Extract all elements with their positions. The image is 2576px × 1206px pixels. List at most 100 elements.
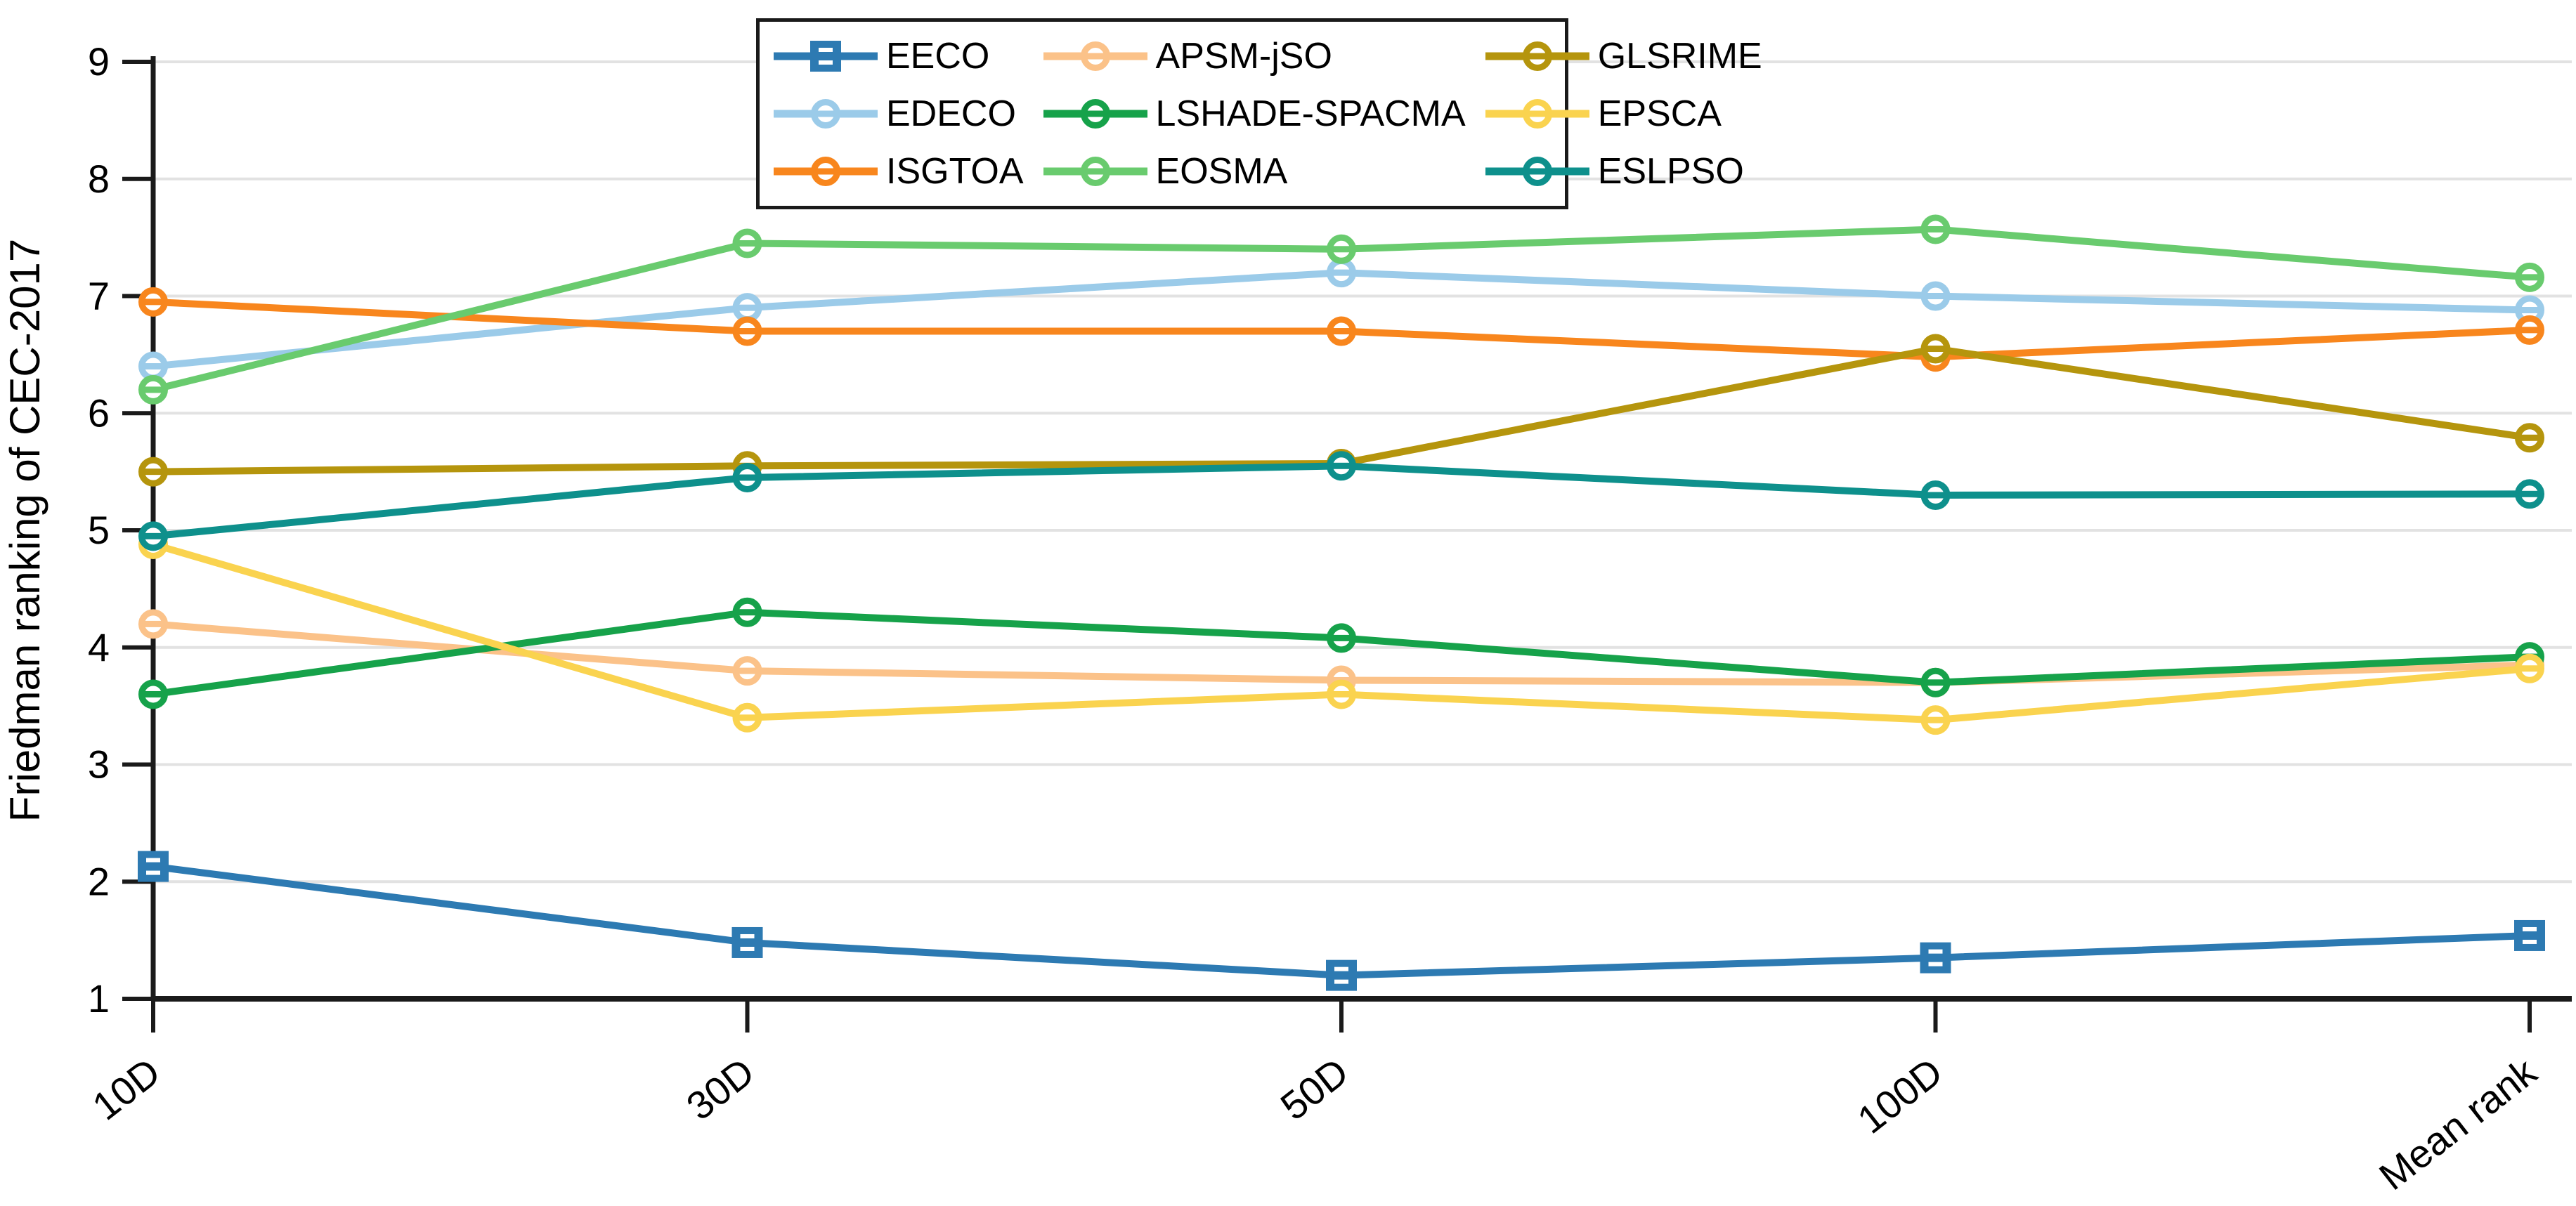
y-tick-label-1: 1 [88,976,110,1021]
y-tick-label-6: 6 [88,391,110,435]
marker-slit-top [740,933,755,938]
marker-dash [1927,346,1944,353]
y-axis-title: Friedman ranking of CEC-2017 [1,239,48,822]
x-tick-label-0: 10D [84,1049,169,1129]
marker-EECO-2 [1326,959,1357,991]
y-tick-label-7: 7 [88,274,110,318]
marker-dash [1333,690,1350,697]
marker-dash [1333,462,1350,469]
series-EDECO [138,258,2544,381]
legend-item-epsca: EPSCA [1484,85,1762,143]
legend-item-eslpso: ESLPSO [1484,143,1762,200]
marker-dash [1528,168,1546,175]
legend-marker-isgtoa [774,157,878,186]
marker-dash [2521,490,2538,497]
marker-dash [1528,110,1546,117]
marker-dash [2521,665,2538,672]
marker-dash [739,667,756,674]
y-tick-label-2: 2 [88,859,110,903]
y-tick-label-9: 9 [88,39,110,84]
legend-item-eeco: EECO [772,27,1024,85]
y-tick-label-8: 8 [88,157,110,201]
legend-marker-lshade-spacma [1043,99,1147,129]
legend-item-edeco: EDECO [772,85,1024,143]
marker-slit-bottom [2523,939,2537,944]
legend-label-lshade-spacma: LSHADE-SPACMA [1155,93,1466,134]
marker-dash [1927,293,1944,299]
marker-dash [739,714,756,721]
marker-dash [2521,434,2538,441]
marker-dash [1086,110,1104,117]
legend-label-eeco: EECO [886,36,990,77]
series-LSHADE-SPACMA [138,597,2544,709]
marker-dash [2521,307,2538,314]
marker-EECO-3 [1920,942,1951,974]
marker-slit-top [146,858,160,863]
marker-EECO-1 [731,926,763,958]
x-tick-label-2: 50D [1273,1049,1357,1129]
marker-dash [817,168,834,175]
legend-label-eosma: EOSMA [1155,151,1288,192]
legend-marker-apsm-jso [1043,41,1147,71]
marker-slit-top [2523,926,2537,931]
marker-dash [1927,716,1944,723]
series-EOSMA [138,214,2544,405]
legend-item-apsm-jso: APSM-jSO [1042,27,1466,85]
marker-dash [739,609,756,616]
legend-marker-epsca [1485,99,1589,129]
gridlines [155,60,2572,884]
y-tick-label-3: 3 [88,742,110,787]
marker-dash [1528,53,1546,60]
marker-square [810,41,841,72]
marker-slit-bottom [146,870,160,875]
legend-label-eslpso: ESLPSO [1597,151,1744,192]
marker-dash [1086,168,1104,175]
legend-label-isgtoa: ISGTOA [886,151,1024,192]
x-tick-label-4: Mean rank [2371,1049,2545,1198]
marker-slit-bottom [1334,979,1348,984]
marker-dash [145,532,162,539]
legend-item-isgtoa: ISGTOA [772,143,1024,200]
legend-item-eosma: EOSMA [1042,143,1466,200]
marker-dash [145,386,162,393]
chart-legend: EECO EDECO ISGTOA APSM-jSO LSHADE-SPACMA EOSM… [756,18,1762,209]
marker-dash [1086,53,1104,60]
legend-marker-eosma [1043,157,1147,186]
marker-dash [817,110,834,117]
legend-marker-eslpso [1485,157,1589,186]
y-tick-label-5: 5 [88,508,110,552]
y-tick-label-4: 4 [88,625,110,669]
marker-dash [145,299,162,306]
legend-marker-glsrime [1485,41,1589,71]
marker-slit-bottom [1928,962,1943,966]
marker-dash [739,240,756,247]
marker-dash [145,468,162,476]
legend-marker-edeco [774,99,878,129]
marker-slit-top [1334,966,1348,971]
legend-label-apsm-jso: APSM-jSO [1155,36,1332,77]
marker-slit [819,48,833,52]
marker-dash [739,328,756,335]
marker-dash [1333,246,1350,253]
legend-label-glsrime: GLSRIME [1597,36,1762,77]
marker-dash [1333,269,1350,276]
marker-dash [1927,492,1944,499]
series-ESLPSO [138,451,2544,551]
legend-item-lshade-spacma: LSHADE-SPACMA [1042,85,1466,143]
marker-EECO-0 [138,851,169,882]
marker-dash [1333,634,1350,641]
marker-slit [819,60,833,65]
marker-dash [739,304,756,311]
marker-dash [1927,679,1944,686]
series-EECO [138,851,2545,991]
legend-label-epsca: EPSCA [1597,93,1722,134]
legend-label-edeco: EDECO [886,93,1016,134]
marker-dash [145,690,162,697]
x-tick-label-1: 30D [678,1049,762,1129]
legend-item-glsrime: GLSRIME [1484,27,1762,85]
marker-dash [1927,225,1944,232]
x-tick-label-3: 100D [1849,1049,1951,1142]
marker-EECO-4 [2514,919,2545,951]
